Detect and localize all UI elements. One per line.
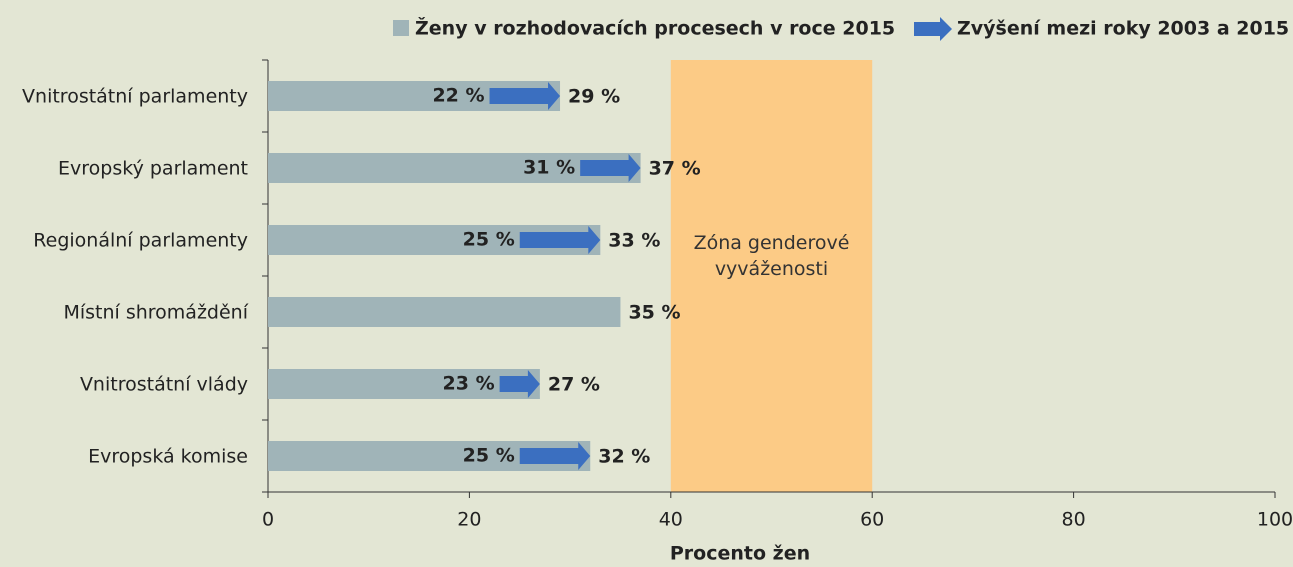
bar — [268, 153, 641, 183]
value-label: 23 % — [443, 373, 495, 395]
value-label: 32 % — [598, 446, 650, 468]
y-tick-label: Regionální parlamenty — [33, 230, 248, 252]
value-label: 37 % — [649, 158, 701, 180]
x-tick-label: 100 — [1257, 509, 1293, 531]
x-axis-label: Procento žen — [670, 543, 810, 565]
value-label: 35 % — [628, 302, 680, 324]
x-tick-label: 20 — [457, 509, 481, 531]
bar — [268, 369, 540, 399]
x-tick-label: 0 — [262, 509, 274, 531]
value-label: 27 % — [548, 374, 600, 396]
x-tick-label: 40 — [659, 509, 683, 531]
value-label: 25 % — [463, 445, 515, 467]
value-label: 33 % — [608, 230, 660, 252]
y-tick-label: Vnitrostátní parlamenty — [22, 86, 248, 108]
legend-label: Zvýšení mezi roky 2003 a 2015 — [957, 18, 1289, 40]
legend-swatch — [393, 20, 409, 36]
x-tick-label: 60 — [860, 509, 884, 531]
increase-arrow — [519, 226, 601, 254]
zone-label: Zóna genderové vyváženosti — [693, 232, 850, 280]
y-tick-label: Evropská komise — [88, 446, 248, 468]
bar — [268, 297, 621, 327]
value-label: 31 % — [523, 157, 575, 179]
value-label: 25 % — [463, 229, 515, 251]
balance-zone — [670, 60, 873, 492]
increase-arrow — [580, 154, 641, 182]
increase-arrow — [519, 442, 591, 470]
legend-arrow — [914, 17, 952, 41]
y-tick-label: Místní shromáždění — [63, 302, 248, 324]
zone-label-box: Zóna genderové vyváženosti — [693, 232, 850, 280]
value-label: 22 % — [432, 85, 484, 107]
value-label: 29 % — [568, 86, 620, 108]
y-tick-label: Evropský parlament — [58, 158, 248, 180]
legend-label: Ženy v rozhodovacích procesech v roce 20… — [415, 17, 895, 40]
increase-arrow — [489, 82, 561, 110]
x-tick-label: 80 — [1062, 509, 1086, 531]
increase-arrow — [499, 370, 540, 398]
y-tick-label: Vnitrostátní vlády — [80, 374, 248, 396]
